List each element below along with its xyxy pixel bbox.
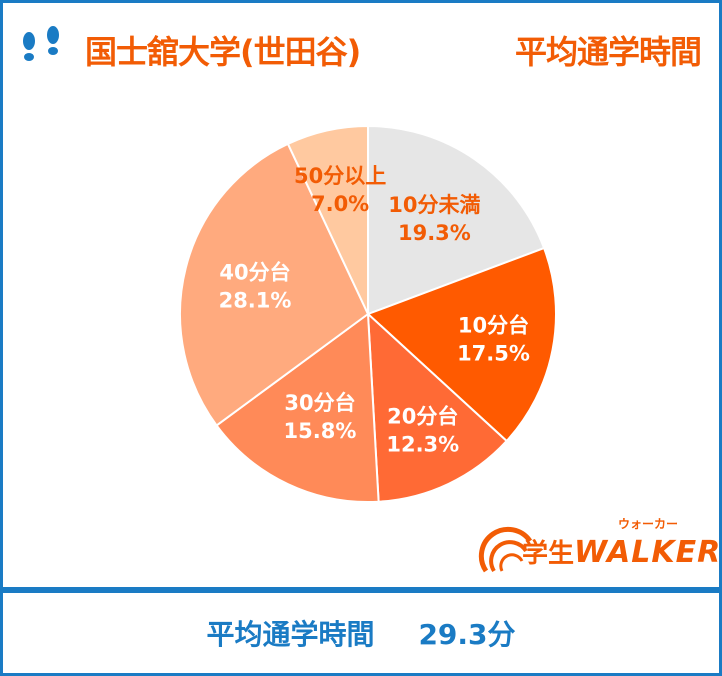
slice-label-6: 50分以上: [294, 164, 386, 188]
slice-label-3: 20分台: [387, 405, 458, 429]
slice-value-4: 15.8%: [284, 419, 357, 443]
pie-slice-1: [367, 124, 546, 316]
chart-title: 国士舘大学(世田谷): [85, 33, 361, 71]
title-row: 国士舘大学(世田谷) 平均通学時間: [3, 3, 719, 93]
chart-subtitle: 平均通学時間: [514, 33, 702, 71]
footprints-icon: [23, 26, 59, 61]
slice-value-6: 7.0%: [311, 192, 369, 216]
slice-value-1: 19.3%: [398, 221, 471, 245]
pie-slice-2: [366, 246, 557, 443]
slice-label-5: 40分台: [219, 260, 290, 284]
logo-kana: ウォーカー: [618, 517, 679, 531]
gakusei-walker-logo: ウォーカー 学生WALKER: [478, 511, 720, 581]
slice-value-2: 17.5%: [457, 341, 530, 365]
pie-slice-4: [215, 312, 380, 503]
logo-text: 学生WALKER: [522, 535, 722, 570]
slice-value-5: 28.1%: [219, 288, 292, 312]
footer-summary: 平均通学時間 29.3分: [3, 593, 719, 673]
pie-chart: 10分未満 19.3% 10分台 17.5% 20分台 12.3% 30分台 15.8% 40分…: [179, 124, 557, 503]
slice-value-3: 12.3%: [386, 433, 459, 457]
footer-text: 平均通学時間 29.3分: [3, 593, 719, 673]
slice-label-1: 10分未満: [388, 193, 480, 217]
footer-label: 平均通学時間: [206, 618, 375, 651]
pie-slice-6: [286, 124, 369, 315]
footer-value: 29.3分: [418, 618, 516, 651]
chart-card: 国士舘大学(世田谷) 平均通学時間 10分未満 19.3% 10分台 17.5% 20分…: [3, 3, 720, 587]
slice-label-2: 10分台: [458, 313, 529, 337]
slice-label-4: 30分台: [284, 391, 355, 415]
pie-slice-3: [366, 311, 509, 503]
